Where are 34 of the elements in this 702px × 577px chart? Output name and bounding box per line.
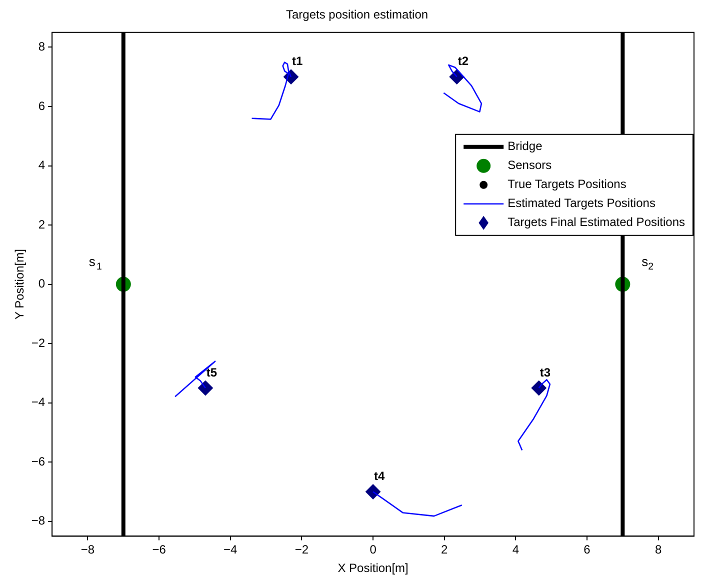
y-tick-label: −2 bbox=[31, 336, 46, 350]
x-tick-label: 6 bbox=[584, 542, 591, 557]
y-tick-label: 8 bbox=[38, 40, 46, 54]
x-tick-label: −4 bbox=[224, 542, 238, 557]
x-tick-label: −2 bbox=[294, 542, 309, 557]
point bbox=[531, 380, 546, 396]
legend-label: Estimated Targets Positions bbox=[508, 196, 656, 210]
x-tick-label: 0 bbox=[370, 542, 377, 557]
x-tick-label: −6 bbox=[152, 542, 166, 557]
annotation: t5 bbox=[206, 365, 218, 380]
y-tick-label: 0 bbox=[38, 276, 46, 291]
y-axis-title: Y Position[m] bbox=[12, 249, 27, 320]
y-tick-label: 4 bbox=[38, 158, 46, 172]
legend-label: Sensors bbox=[508, 158, 552, 172]
y-tick-label: 6 bbox=[38, 98, 46, 113]
y-tick-label: −4 bbox=[31, 395, 46, 410]
chart-title: Targets position estimation bbox=[286, 8, 428, 22]
point bbox=[198, 380, 213, 396]
annotation: t4 bbox=[374, 469, 386, 484]
annotation: t2 bbox=[458, 54, 469, 68]
x-axis-title: X Position[m] bbox=[338, 561, 408, 576]
legend-label: Bridge bbox=[508, 139, 543, 154]
x-tick-label: 2 bbox=[441, 542, 448, 557]
y-tick-label: −6 bbox=[31, 454, 46, 468]
x-tick-label: −8 bbox=[80, 542, 95, 557]
legend-label: Targets Final Estimated Positions bbox=[508, 215, 686, 230]
y-tick-label: −8 bbox=[31, 514, 46, 528]
x-tick-label: 4 bbox=[512, 542, 520, 557]
y-tick-label: 2 bbox=[38, 217, 46, 232]
annotation: t3 bbox=[540, 365, 551, 380]
annotation: t1 bbox=[292, 54, 304, 68]
point bbox=[366, 484, 381, 500]
x-tick-label: 8 bbox=[654, 542, 662, 557]
legend-label: True Targets Positions bbox=[508, 177, 626, 192]
